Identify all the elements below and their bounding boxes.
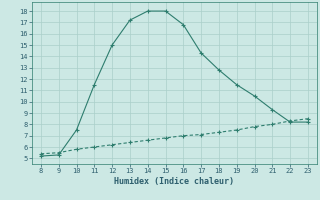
X-axis label: Humidex (Indice chaleur): Humidex (Indice chaleur) [115, 177, 234, 186]
